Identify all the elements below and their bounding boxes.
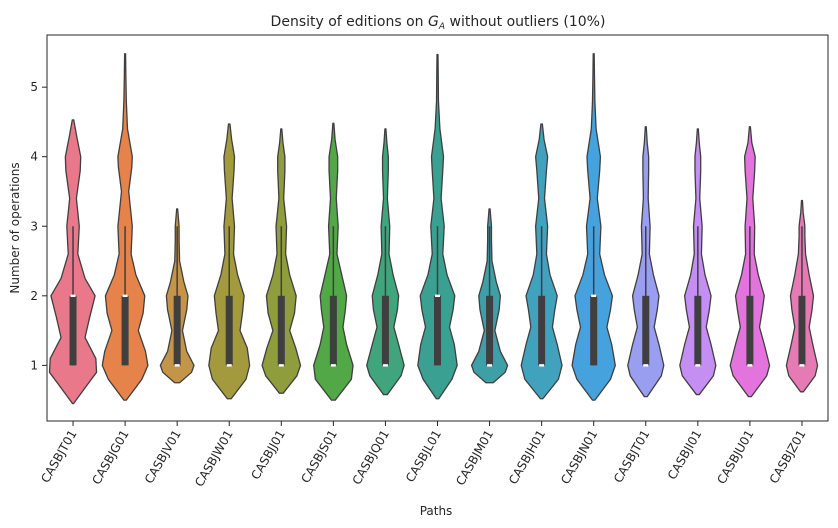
x-tick-label: CASBJV01	[142, 428, 184, 487]
x-tick-label: CASBJH01	[506, 428, 548, 487]
y-tick-label: 2	[30, 289, 38, 303]
violin-median-marker	[695, 364, 701, 367]
x-tick-label: CASBJN01	[558, 428, 600, 487]
violin-13	[679, 128, 717, 396]
violin-iqr-box	[329, 295, 337, 366]
violin-iqr-box	[486, 295, 494, 366]
violin-5	[261, 128, 302, 394]
chart-title-symbol: G	[428, 14, 439, 30]
y-tick-label: 4	[30, 150, 38, 164]
violin-median-marker	[226, 364, 232, 367]
x-tick-label: CASBJS01	[298, 428, 340, 486]
violin-6	[313, 122, 354, 401]
plot-area	[48, 53, 819, 405]
violin-iqr-box	[225, 295, 233, 366]
violin-median-marker	[382, 364, 388, 367]
violin-iqr-box	[538, 295, 546, 366]
chart-title: Density of editions on GA without outlie…	[271, 14, 606, 32]
x-tick-label: CASBJZ01	[767, 428, 809, 487]
violin-10	[520, 123, 563, 400]
violin-15	[785, 199, 819, 393]
violin-iqr-box	[746, 295, 754, 366]
violin-median-marker	[278, 364, 284, 367]
violin-14	[729, 126, 771, 398]
violin-median-marker	[330, 364, 336, 367]
x-tick-label: CASBJU01	[714, 428, 756, 487]
violin-3	[159, 208, 195, 384]
chart-title-suffix: without outliers (10%)	[445, 14, 605, 30]
violin-9	[470, 208, 509, 384]
x-tick-label: CASBJW01	[192, 428, 236, 490]
x-tick-label: CASBJT01	[611, 428, 652, 486]
violin-median-marker	[799, 364, 805, 367]
violin-median-marker	[747, 364, 753, 367]
violin-1	[48, 119, 98, 405]
y-tick-label: 3	[30, 219, 38, 233]
violin-iqr-box	[694, 295, 702, 366]
x-tick-label: CASBJM01	[453, 427, 496, 487]
violin-iqr-box	[277, 295, 285, 366]
violin-2	[101, 53, 149, 401]
x-axis: CASBJT01 CASBJG01 CASBJV01 CASBJW01 CASBJJ01…	[38, 421, 809, 490]
violin-iqr-box	[434, 295, 441, 366]
violin-8	[417, 53, 458, 400]
violin-11	[571, 53, 616, 401]
violin-4	[208, 123, 251, 400]
violin-7	[366, 128, 405, 396]
violin-12	[627, 126, 665, 398]
y-axis-label: Number of operations	[8, 162, 22, 293]
violin-iqr-box	[69, 295, 77, 366]
violin-iqr-box	[590, 295, 598, 366]
y-tick-label: 5	[30, 80, 38, 94]
violin-median-marker	[70, 294, 76, 298]
violin-iqr-box	[381, 295, 389, 366]
violin-iqr-box	[121, 295, 129, 366]
violin-median-marker	[174, 364, 180, 367]
x-axis-label: Paths	[420, 504, 453, 518]
y-tick-label: 1	[30, 358, 38, 372]
violin-median-marker	[539, 364, 545, 367]
chart-title-subscript: A	[438, 22, 445, 32]
chart-title-prefix: Density of editions on	[271, 14, 428, 30]
y-axis: 1 2 3 4 5	[30, 80, 47, 372]
x-tick-label: CASBJQ01	[350, 428, 392, 488]
x-tick-label: CASBJI01	[665, 428, 705, 482]
x-tick-label: CASBJJ01	[248, 428, 288, 482]
violin-median-marker	[435, 294, 440, 298]
violin-iqr-box	[173, 295, 181, 366]
violin-median-marker	[122, 294, 128, 298]
violin-iqr-box	[798, 295, 806, 366]
x-tick-label: CASBJG01	[89, 428, 131, 487]
violin-median-marker	[487, 364, 493, 367]
x-tick-label: CASBJT01	[38, 428, 79, 486]
violin-median-marker	[643, 364, 649, 367]
violin-iqr-box	[642, 295, 650, 366]
x-tick-label: CASBJL01	[403, 428, 444, 485]
violin-median-marker	[591, 294, 597, 298]
